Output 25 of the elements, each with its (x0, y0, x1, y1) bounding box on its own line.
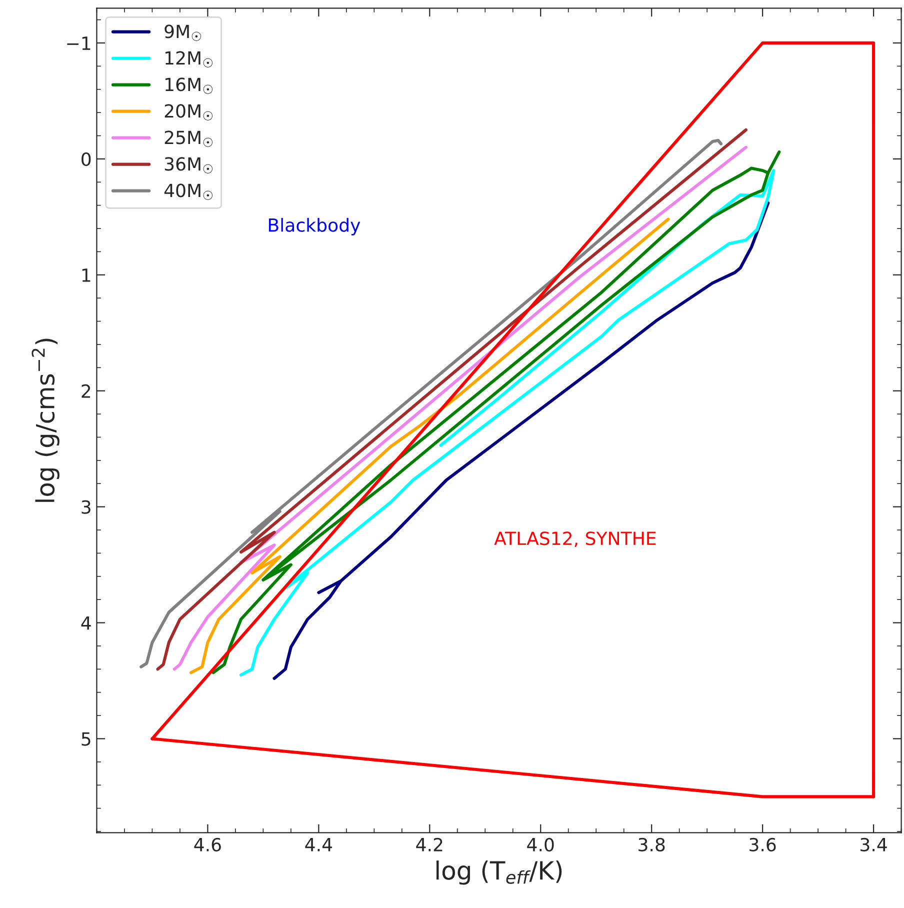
y-tick-label: 1 (82, 268, 90, 282)
annotation: Blackbody (268, 218, 360, 236)
annotation: ATLAS12, SYNTHE (494, 532, 656, 548)
x-axis-title: log (T$_{eff}$/K) (436, 860, 562, 885)
y-tick-label: 2 (82, 384, 90, 398)
x-tick-label: 3.6 (750, 838, 776, 852)
legend-label: 20M$_{☉}$ (164, 104, 213, 120)
legend-label: 9M$_{☉}$ (164, 24, 202, 41)
x-tick-label: 4.4 (305, 838, 332, 852)
y-axis-title: log (g/cms$^{−2}$) (32, 338, 60, 502)
x-tick-label: 4.2 (416, 838, 442, 852)
y-tick-label: 5 (82, 732, 90, 746)
y-tick-label: 4 (81, 616, 91, 630)
y-tick-label: −1 (67, 36, 90, 50)
legend-label: 36M$_{☉}$ (164, 157, 213, 174)
x-tick-label: 4.0 (527, 838, 554, 852)
legend-label: 16M$_{☉}$ (166, 78, 213, 94)
y-tick-label: 0 (82, 152, 91, 166)
legend-label: 25M$_{☉}$ (164, 130, 213, 147)
x-tick-label: 4.6 (194, 838, 221, 852)
x-tick-label: 3.8 (638, 838, 665, 852)
legend-label: 40M$_{☉}$ (164, 184, 213, 200)
x-tick-label: 3.4 (860, 838, 887, 852)
legend-label: 12M$_{☉}$ (166, 51, 213, 68)
y-tick-label: 3 (82, 500, 90, 514)
